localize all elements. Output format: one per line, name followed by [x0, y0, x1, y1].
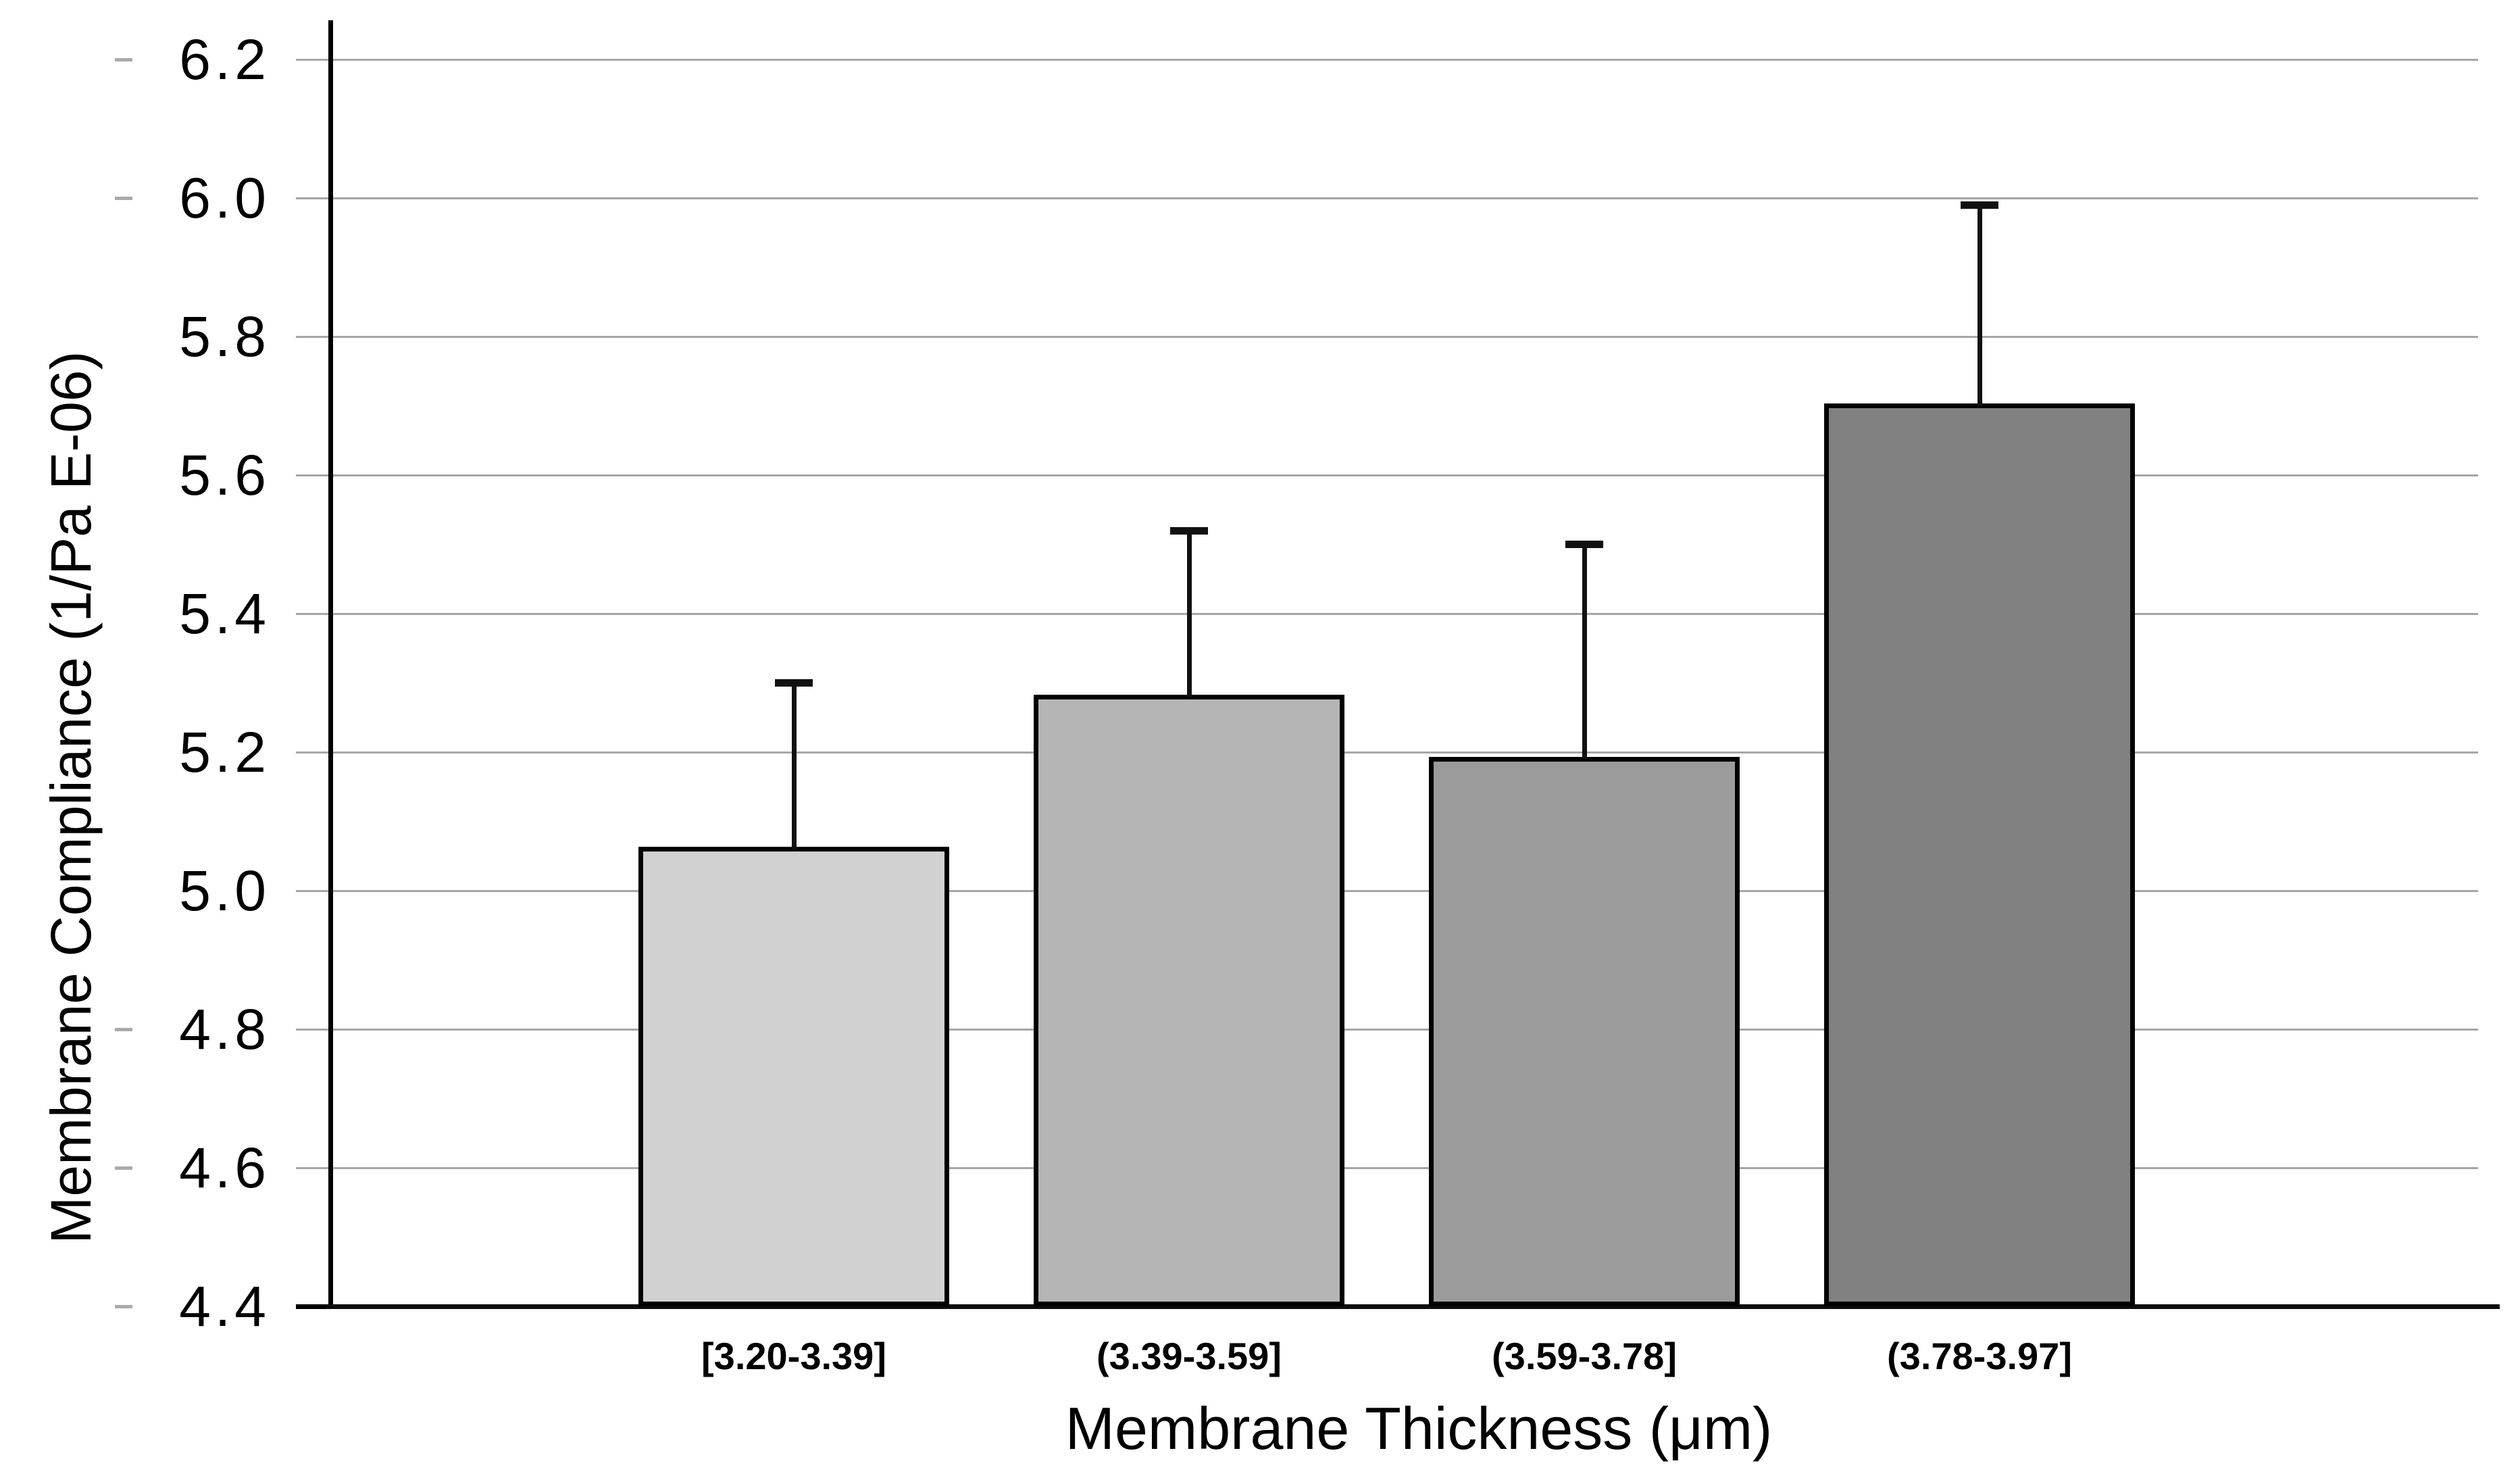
y-axis-tick [296, 751, 330, 754]
y-gridline [330, 612, 2478, 615]
error-bar-line [1186, 531, 1192, 697]
error-bar-line [1977, 205, 1982, 406]
y-gridline [330, 335, 2478, 338]
y-gridline [330, 1028, 2478, 1031]
y-gridline [330, 474, 2478, 476]
error-bar-cap [1565, 541, 1603, 548]
bar [1034, 694, 1344, 1306]
y-axis-tick [296, 335, 330, 338]
y-axis-tick [296, 474, 330, 476]
y-tick-label: 4.6 [179, 1136, 270, 1200]
bar [1429, 756, 1740, 1306]
stray-tick-mark [115, 1028, 132, 1031]
y-axis-tick [296, 58, 330, 61]
y-tick-label: 5.6 [179, 443, 270, 507]
bar [1824, 403, 2135, 1306]
y-gridline [330, 197, 2478, 199]
y-axis-title: Membrane Compliance (1/Pa E-06) [39, 351, 103, 1244]
y-tick-label: 4.4 [179, 1275, 270, 1338]
stray-tick-mark [115, 1166, 132, 1170]
x-category-label: (3.59-3.78] [1492, 1335, 1677, 1377]
x-category-label: (3.78-3.97] [1887, 1335, 2072, 1377]
stray-tick-mark [115, 197, 132, 200]
y-gridline [330, 1166, 2478, 1169]
y-tick-label: 5.2 [179, 720, 270, 784]
y-axis-line [328, 20, 333, 1309]
error-bar-cap [1170, 526, 1208, 535]
y-tick-label: 6.2 [179, 28, 270, 91]
y-gridline [330, 58, 2478, 61]
error-bar-cap [1961, 201, 1998, 209]
y-axis-tick [296, 889, 330, 892]
stray-tick-mark [115, 58, 132, 61]
y-axis-tick [296, 1166, 330, 1169]
stray-tick-mark [115, 1305, 132, 1308]
x-category-label: [3.20-3.39] [701, 1335, 886, 1377]
x-category-label: (3.39-3.59] [1097, 1335, 1282, 1377]
y-tick-label: 5.4 [179, 582, 270, 645]
y-axis-tick [296, 1028, 330, 1031]
y-gridline [330, 751, 2478, 754]
y-tick-label: 6.0 [179, 166, 270, 230]
x-axis-line [326, 1304, 2500, 1309]
y-axis-tick [296, 612, 330, 615]
y-tick-label: 5.0 [179, 859, 270, 922]
error-bar-line [791, 683, 797, 849]
y-axis-tick [296, 197, 330, 199]
error-bar-line [1582, 544, 1587, 760]
error-bar-cap [775, 679, 813, 687]
y-tick-label: 4.8 [179, 997, 270, 1061]
bar [638, 847, 949, 1306]
y-gridline [330, 889, 2478, 892]
y-tick-label: 5.8 [179, 305, 270, 368]
y-axis-tick [296, 1304, 330, 1309]
x-axis-title: Membrane Thickness (μm) [1065, 1395, 1773, 1462]
